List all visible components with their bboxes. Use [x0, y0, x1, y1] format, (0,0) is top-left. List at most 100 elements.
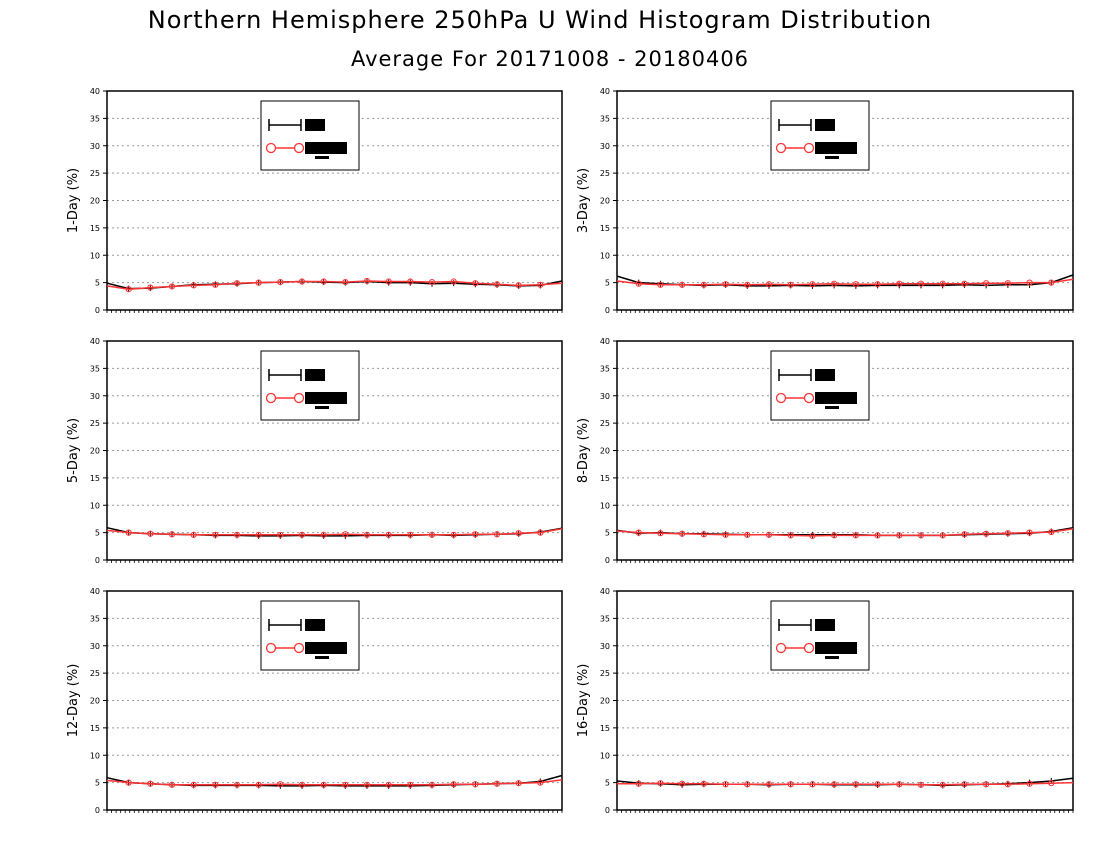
y-tick-label: 25	[600, 169, 610, 178]
y-tick-label: 30	[90, 642, 100, 651]
data-point-circle	[722, 281, 729, 288]
chart-panel: 0 5 10 15 20 25 30 35 40 1-Day (%)	[66, 87, 563, 315]
data-point-circle	[635, 529, 642, 536]
legend-label-smudge	[815, 392, 857, 404]
data-point-circle	[852, 281, 859, 288]
data-point-circle	[212, 781, 219, 788]
legend-label-smudge	[315, 156, 329, 159]
data-point-circle	[147, 780, 154, 787]
data-point-circle	[472, 280, 479, 287]
data-point-circle	[896, 532, 903, 539]
y-tick-label: 40	[600, 587, 610, 596]
data-point-circle	[700, 531, 707, 538]
y-tick-label: 5	[95, 279, 100, 288]
y-tick-label: 15	[90, 724, 100, 733]
legend-marker-circle	[775, 392, 787, 404]
data-point-circle	[450, 278, 457, 285]
data-point-circle	[233, 531, 241, 538]
data-point-circle	[255, 279, 262, 286]
data-point-circle	[168, 283, 176, 290]
legend-label-smudge	[315, 656, 329, 659]
legend-box	[260, 350, 360, 421]
data-point-circle	[765, 781, 773, 788]
data-point-circle	[385, 278, 392, 285]
series-line-red	[616, 528, 1074, 537]
data-point-circle	[744, 531, 751, 538]
series-line-red	[617, 781, 1074, 786]
data-point-circle	[787, 781, 794, 788]
data-point-circle	[939, 781, 946, 788]
legend-label-smudge	[825, 656, 839, 659]
legend-marker-plus	[268, 119, 302, 131]
data-point-circle	[896, 781, 903, 788]
data-point-circle	[277, 781, 284, 788]
data-point-circle	[1004, 280, 1011, 287]
legend-marker-circle	[293, 142, 305, 154]
y-tick-label: 25	[90, 419, 100, 428]
y-tick-label: 10	[600, 251, 610, 260]
legend-label-smudge	[305, 642, 347, 654]
data-point-circle	[983, 781, 990, 788]
data-point-circle	[657, 780, 664, 787]
data-point-circle	[277, 278, 284, 286]
data-point-circle	[809, 781, 816, 788]
data-point-circle	[298, 781, 306, 788]
legend-box	[260, 600, 360, 671]
data-point-circle	[493, 531, 501, 538]
y-tick-label: 20	[90, 697, 100, 706]
legend-label-smudge	[815, 619, 835, 631]
data-point-circle	[233, 280, 241, 287]
data-point-circle	[298, 531, 306, 538]
data-point-circle	[147, 284, 154, 291]
y-tick-label: 5	[605, 779, 610, 788]
data-point-circle	[190, 531, 197, 538]
legend-box	[770, 100, 870, 171]
data-point-circle	[700, 780, 707, 787]
data-point-circle	[744, 781, 751, 788]
y-tick-label: 35	[90, 614, 100, 623]
legend-marker-circle	[803, 642, 815, 654]
legend-label-smudge	[305, 619, 325, 631]
chart-panel: 0 5 10 15 20 25 30 35 40 3-Day (%)	[576, 87, 1074, 315]
y-tick-label: 40	[600, 337, 610, 346]
data-point-circle	[363, 531, 371, 538]
y-tick-label: 20	[90, 447, 100, 456]
chart-panel: 0 5 10 15 20 25 30 35 40 8-Day (%)	[576, 337, 1074, 565]
data-point-circle	[428, 531, 436, 538]
series-line-red	[616, 278, 1074, 286]
y-tick-label: 0	[605, 306, 610, 315]
series-line-red	[106, 528, 563, 536]
legend-marker-plus	[778, 119, 812, 131]
data-point-circle	[515, 530, 522, 537]
data-point-circle	[874, 281, 881, 288]
data-point-circle	[125, 779, 132, 786]
chart-panel: 0 5 10 15 20 25 30 35 40 16-Day (%)	[576, 587, 1074, 815]
data-point-circle	[1048, 279, 1055, 286]
data-point-circle	[679, 281, 686, 288]
data-point-circle	[874, 781, 881, 788]
data-point-circle	[1026, 780, 1033, 787]
legend-box	[770, 600, 870, 671]
data-point-circle	[961, 781, 968, 788]
legend-label-smudge	[315, 406, 329, 409]
y-tick-label: 5	[95, 779, 100, 788]
y-axis-label: 5-Day (%)	[66, 418, 81, 483]
y-tick-label: 0	[95, 556, 100, 565]
legend-marker-plus	[268, 369, 302, 381]
data-point-circle	[537, 779, 544, 786]
y-tick-label: 30	[600, 392, 610, 401]
legend-marker-circle	[265, 392, 277, 404]
data-point-circle	[407, 278, 414, 285]
y-tick-label: 20	[90, 197, 100, 206]
data-point-circle	[407, 781, 414, 788]
data-point-circle	[831, 781, 838, 788]
data-point-circle	[657, 530, 664, 537]
y-tick-label: 5	[95, 529, 100, 538]
legend-marker-circle	[775, 642, 787, 654]
data-point-circle	[320, 278, 327, 285]
data-point-circle	[852, 781, 859, 788]
plot-frame	[106, 340, 563, 561]
data-point-circle	[342, 781, 349, 788]
data-point-circle	[537, 529, 544, 536]
plot-frame	[616, 90, 1074, 311]
